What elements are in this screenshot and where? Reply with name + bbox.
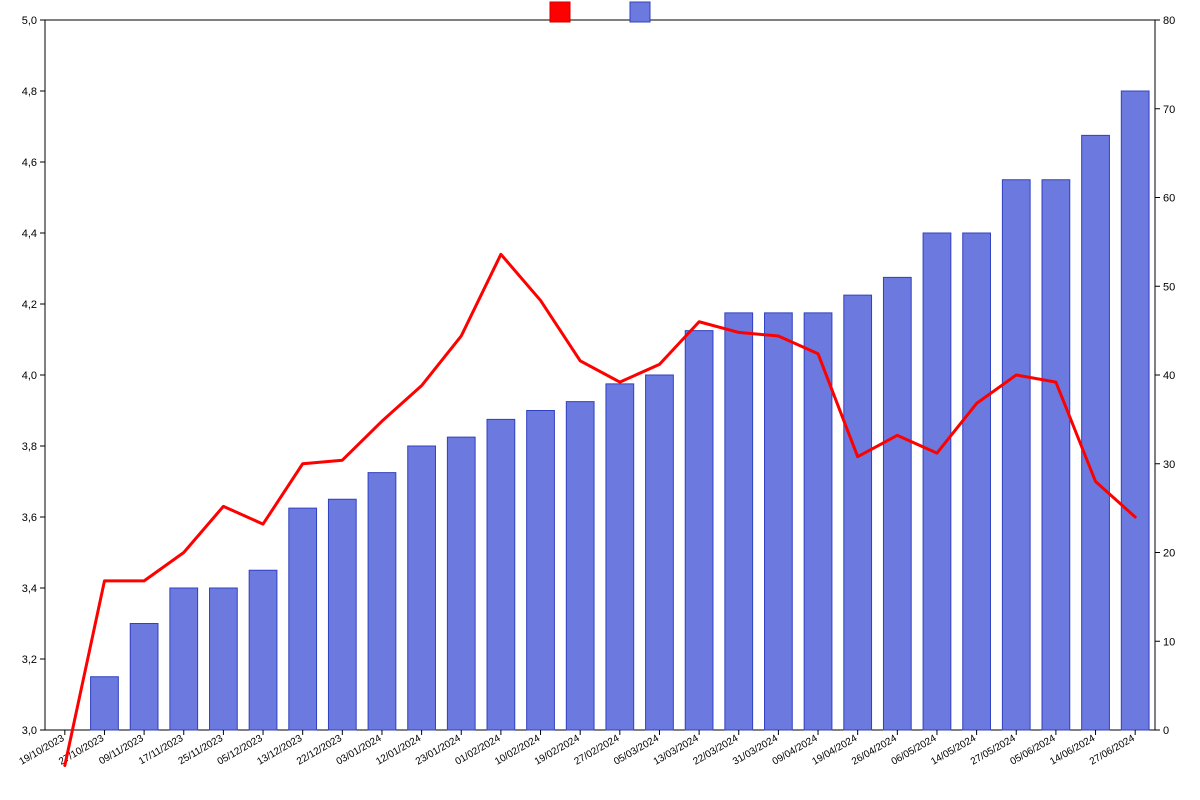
bar — [646, 375, 674, 730]
bar — [170, 588, 198, 730]
bar — [685, 331, 713, 730]
bar — [1121, 91, 1149, 730]
right-axis-tick-label: 50 — [1163, 281, 1175, 293]
left-axis-tick-label: 3,0 — [22, 725, 37, 737]
bar — [447, 437, 475, 730]
bar — [566, 402, 594, 730]
bar — [408, 446, 436, 730]
left-axis-tick-label: 4,2 — [22, 299, 37, 311]
bar — [210, 588, 238, 730]
left-axis-tick-label: 3,2 — [22, 654, 37, 666]
left-axis-tick-label: 4,0 — [22, 370, 37, 382]
right-axis-tick-label: 10 — [1163, 636, 1175, 648]
left-axis-tick-label: 4,8 — [22, 86, 37, 98]
chart-container: 3,0 3,2 3,4 3,6 3,8 4,0 4,2 4,4 4,6 4,8 5,0 0 10 20 30… — [0, 0, 1200, 800]
bar — [844, 295, 872, 730]
right-axis-tick-label: 30 — [1163, 459, 1175, 471]
bar — [368, 473, 396, 730]
bar — [883, 277, 911, 730]
bar — [963, 233, 991, 730]
bar — [725, 313, 753, 730]
bar — [1082, 135, 1110, 730]
bar — [487, 419, 515, 730]
right-axis-tick-label: 20 — [1163, 548, 1175, 560]
bar — [289, 508, 317, 730]
bar — [91, 677, 119, 730]
right-axis-tick-label: 40 — [1163, 370, 1175, 382]
bar — [527, 411, 555, 731]
bar — [249, 570, 277, 730]
legend-swatch — [550, 2, 570, 22]
right-axis-tick-label: 70 — [1163, 104, 1175, 116]
bar — [1042, 180, 1070, 730]
bar — [765, 313, 793, 730]
legend-swatch — [630, 2, 650, 22]
bar — [328, 499, 356, 730]
right-axis-tick-label: 60 — [1163, 193, 1175, 205]
left-axis-tick-label: 4,6 — [22, 157, 37, 169]
bar — [130, 624, 158, 731]
left-axis-tick-label: 5,0 — [22, 15, 37, 27]
left-axis-tick-label: 4,4 — [22, 228, 37, 240]
left-axis-tick-label: 3,8 — [22, 441, 37, 453]
bar — [606, 384, 634, 730]
left-axis-tick-label: 3,6 — [22, 512, 37, 524]
combo-chart: 3,0 3,2 3,4 3,6 3,8 4,0 4,2 4,4 4,6 4,8 5,0 0 10 20 30… — [0, 0, 1200, 800]
bar — [1002, 180, 1030, 730]
bar — [923, 233, 951, 730]
left-axis-tick-label: 3,4 — [22, 583, 37, 595]
right-axis-tick-label: 80 — [1163, 15, 1175, 27]
right-axis-tick-label: 0 — [1163, 725, 1169, 737]
